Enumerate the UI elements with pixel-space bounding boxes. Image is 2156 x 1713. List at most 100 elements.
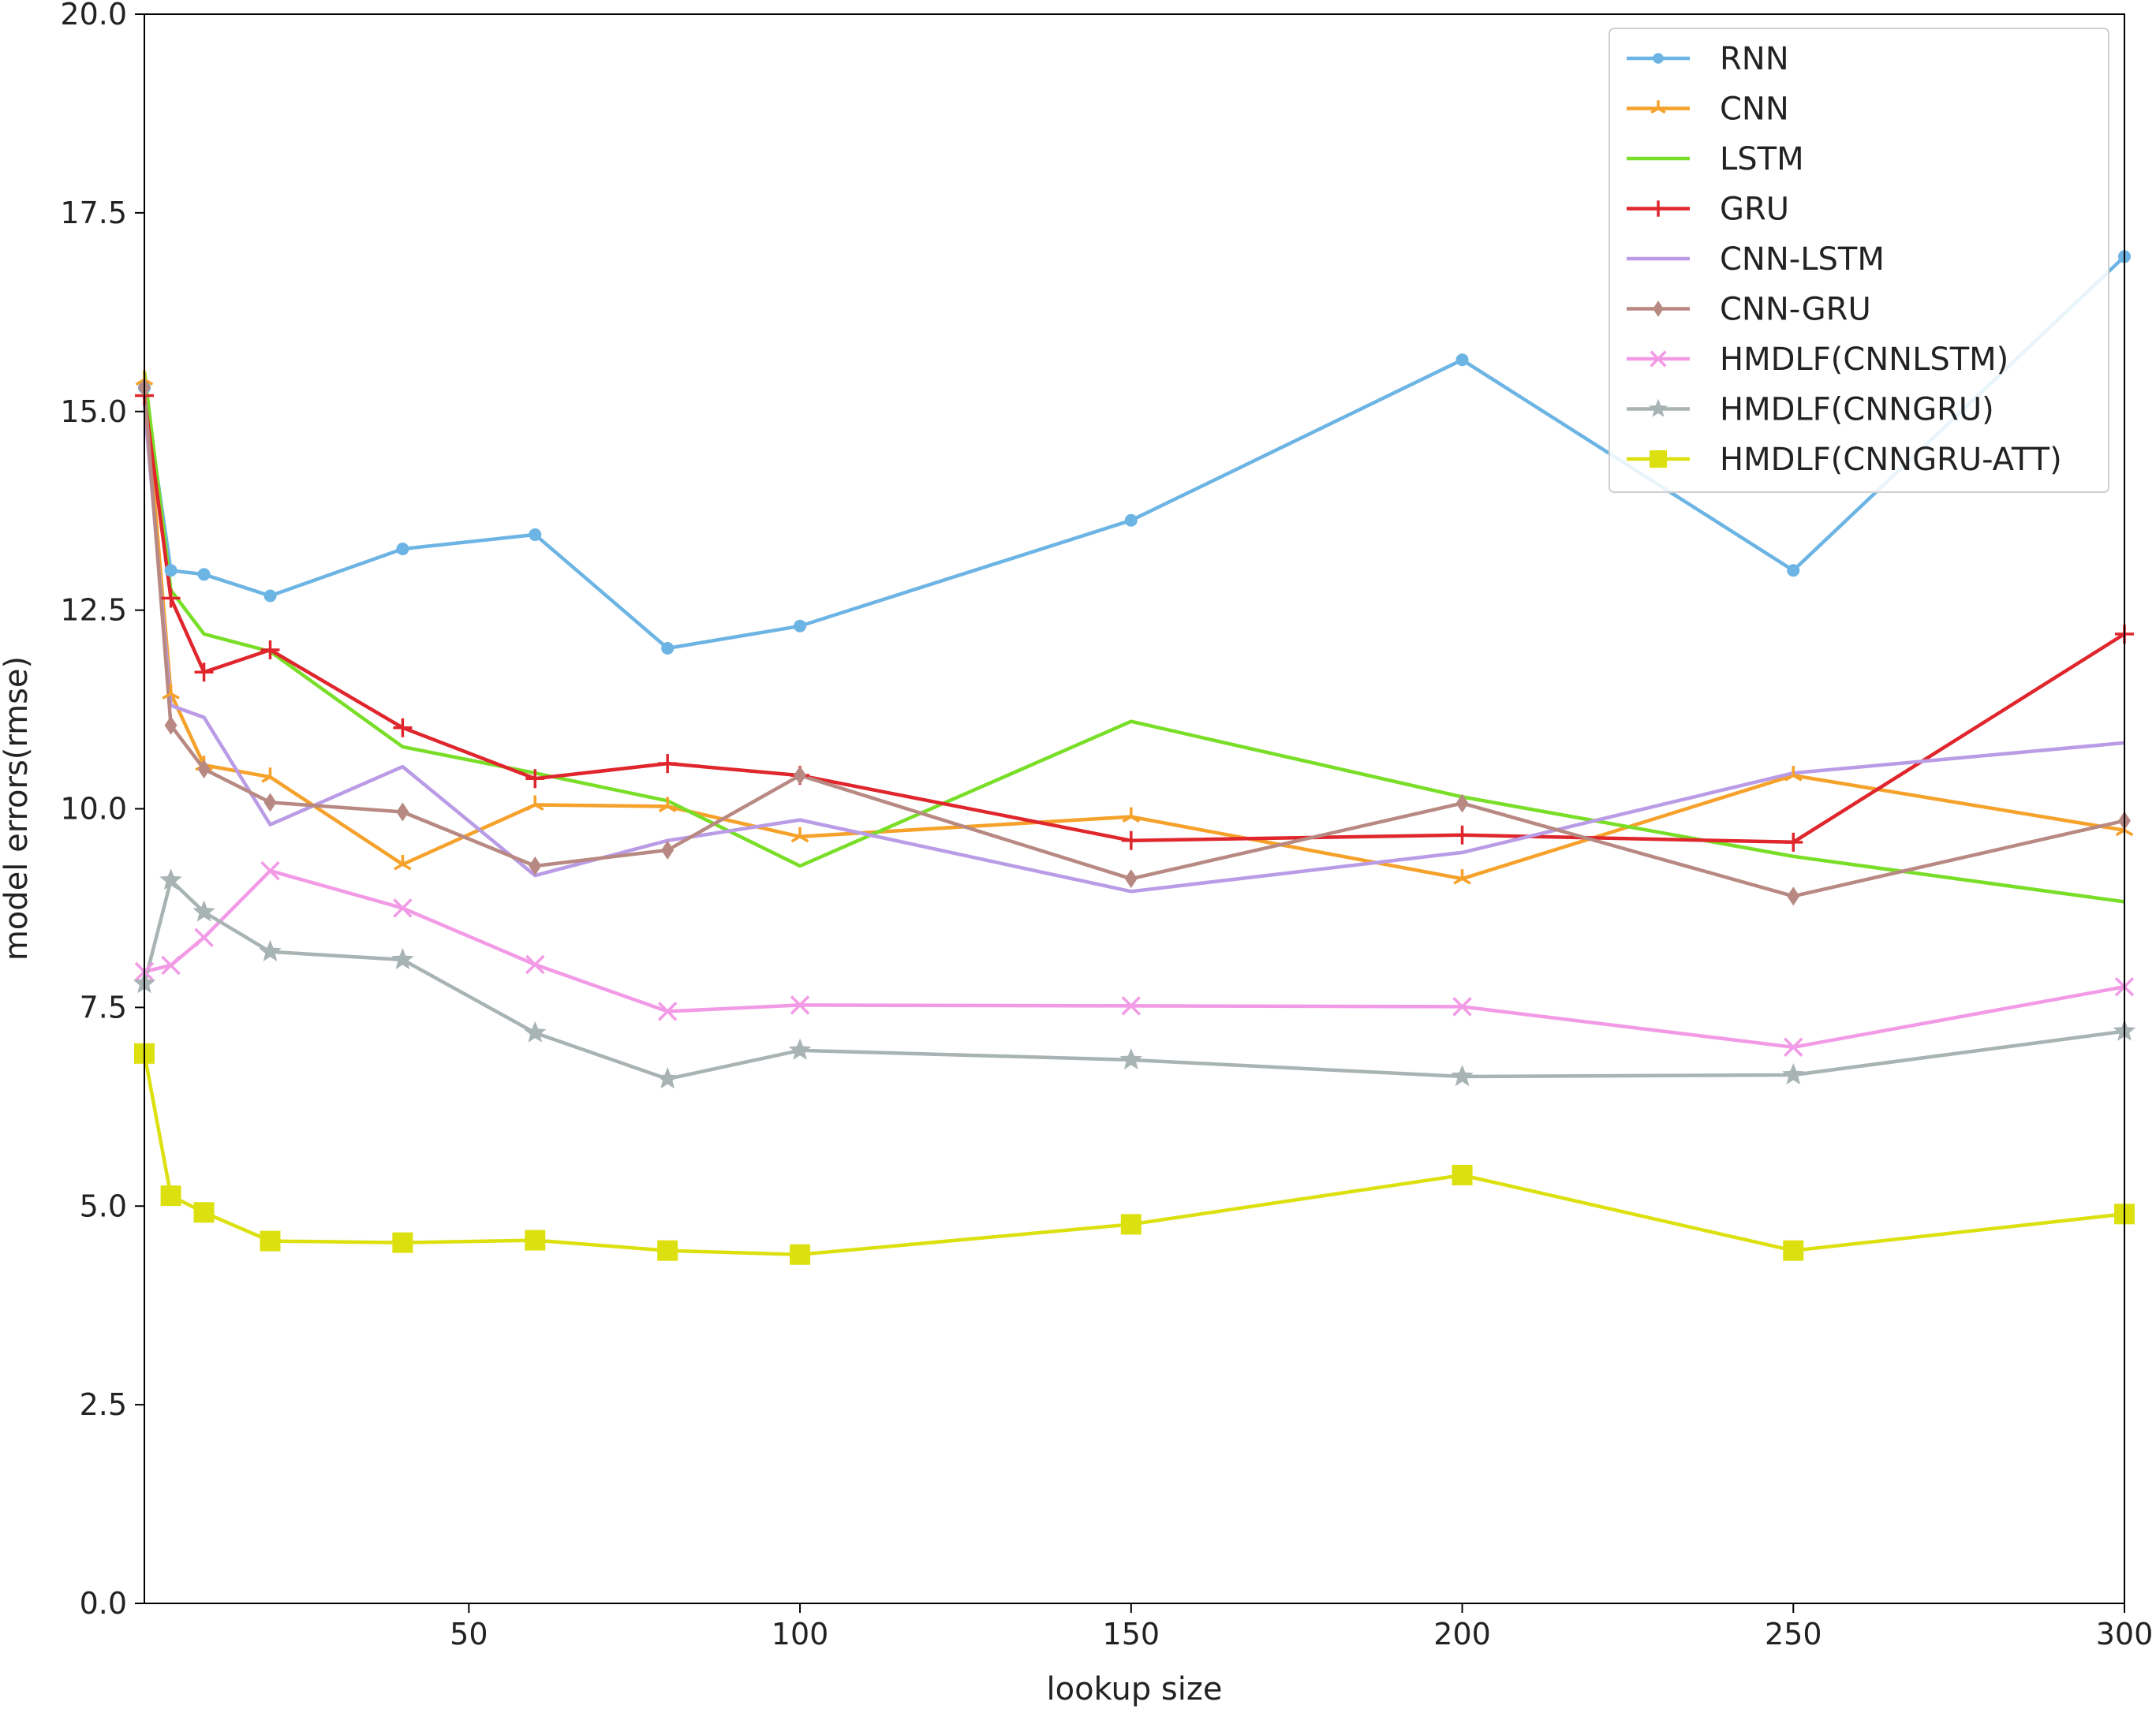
data-point-hmdlf-cnnlstm <box>194 927 214 947</box>
legend-marker-hmdlf-cnngru <box>1648 398 1668 417</box>
data-point-hmdlf-cnngru-att <box>160 1185 181 1207</box>
legend: RNN CNN LSTM GRU CNN-LSTM CNN-GRU HMDLF(CNNLST… <box>1609 28 2109 493</box>
legend-label-lstm: LSTM <box>1720 141 1804 177</box>
data-point-gru <box>658 754 678 774</box>
data-point-hmdlf-cnnlstm <box>657 1002 678 1021</box>
data-point-rnn <box>396 543 409 556</box>
data-point-cnn-gru <box>661 840 674 860</box>
data-point-hmdlf-cnnlstm <box>260 860 280 881</box>
series-line-hmdlf-cnnlstm <box>144 868 2125 1050</box>
x-tick-label: 100 <box>772 1617 829 1651</box>
data-point-cnn <box>790 827 809 843</box>
data-point-cnn-gru <box>1124 869 1138 889</box>
x-axis-label: lookup size <box>1046 1671 1222 1707</box>
data-point-hmdlf-cnngru <box>788 1038 812 1060</box>
data-point-hmdlf-cnngru <box>1451 1065 1474 1087</box>
data-point-cnn-gru <box>529 856 542 876</box>
data-point-hmdlf-cnngru-att <box>392 1232 413 1253</box>
data-point-rnn <box>794 619 807 633</box>
data-point-hmdlf-cnngru-att <box>1452 1164 1473 1185</box>
data-point-rnn <box>1124 513 1138 527</box>
data-point-hmdlf-cnngru <box>391 947 414 970</box>
data-point-cnn <box>526 795 544 811</box>
data-point-cnn <box>394 855 412 871</box>
legend-label-cnn: CNN <box>1720 91 1789 128</box>
data-point-hmdlf-cnngru-att <box>657 1240 678 1261</box>
data-point-cnn <box>1453 869 1471 885</box>
x-tick-label: 300 <box>2096 1617 2154 1651</box>
data-point-gru <box>260 640 280 659</box>
data-point-cnn-gru <box>197 759 211 779</box>
legend-marker-gru <box>1650 200 1667 217</box>
data-point-rnn <box>164 564 177 577</box>
series-line-cnn <box>142 379 2125 881</box>
data-point-hmdlf-cnngru <box>159 868 182 890</box>
legend-label-hmdlf-cnnlstm: HMDLF(CNNLSTM) <box>1720 341 2008 378</box>
data-point-hmdlf-cnngru <box>1119 1047 1143 1069</box>
data-point-rnn <box>197 568 211 581</box>
legend-label-rnn: RNN <box>1720 41 1789 77</box>
data-point-hmdlf-cnngru-att <box>1783 1240 1804 1261</box>
y-tick-label: 2.5 <box>80 1387 127 1422</box>
legend-label-hmdlf-cnngru: HMDLF(CNNGRU) <box>1720 392 1994 428</box>
data-point-hmdlf-cnnlstm <box>1121 996 1142 1016</box>
y-tick-label: 10.0 <box>60 792 127 827</box>
data-point-hmdlf-cnngru-att <box>1120 1214 1142 1235</box>
legend-marker-rnn <box>1653 53 1664 64</box>
y-axis-label: model errors(rmse) <box>0 656 35 961</box>
x-axis: 50 100 150 200 250 300 <box>450 1603 2153 1651</box>
data-point-hmdlf-cnnlstm <box>1452 997 1472 1017</box>
y-tick-label: 12.5 <box>60 593 127 628</box>
data-point-cnn <box>1784 766 1803 782</box>
data-point-gru <box>194 662 214 682</box>
data-point-gru <box>1784 832 1803 852</box>
data-point-hmdlf-cnnlstm <box>1784 1037 1803 1057</box>
data-point-cnn <box>658 797 677 812</box>
data-point-hmdlf-cnnlstm <box>525 954 545 975</box>
data-point-hmdlf-cnngru <box>1782 1063 1805 1085</box>
data-point-hmdlf-cnnlstm <box>790 995 810 1015</box>
series-line-gru <box>142 395 2126 845</box>
data-point-hmdlf-cnngru <box>656 1067 679 1089</box>
legend-marker-cnn-gru <box>1653 300 1664 317</box>
series-line-cnn-gru <box>142 387 2125 898</box>
data-point-gru <box>1121 830 1141 850</box>
data-point-hmdlf-cnngru-att <box>790 1244 811 1265</box>
series-line-lstm <box>142 371 2125 904</box>
data-point-gru <box>393 718 413 737</box>
data-point-cnn-gru <box>164 715 177 735</box>
legend-label-hmdlf-cnngru-att: HMDLF(CNNGRU-ATT) <box>1720 442 2062 478</box>
legend-marker-hmdlf-cnngru-att <box>1649 450 1668 468</box>
data-point-rnn <box>1787 564 1800 577</box>
data-point-gru <box>525 769 545 789</box>
x-tick-label: 50 <box>450 1617 488 1651</box>
data-point-gru <box>1452 825 1472 845</box>
data-point-hmdlf-cnngru-att <box>525 1230 546 1251</box>
data-point-cnn <box>162 684 180 700</box>
data-point-hmdlf-cnngru-att <box>193 1202 215 1223</box>
y-tick-label: 15.0 <box>60 394 127 429</box>
data-point-hmdlf-cnngru <box>524 1021 547 1043</box>
legend-label-cnn-lstm: CNN-LSTM <box>1720 241 1885 278</box>
data-point-rnn <box>1455 353 1469 367</box>
legend-label-cnn-gru: CNN-GRU <box>1720 292 1871 328</box>
y-tick-label: 20.0 <box>60 0 127 32</box>
data-point-rnn <box>529 528 542 541</box>
data-point-rnn <box>263 589 277 603</box>
legend-label-gru: GRU <box>1720 192 1789 228</box>
y-tick-label: 17.5 <box>60 196 127 230</box>
data-point-cnn <box>1122 807 1141 823</box>
y-axis: 0.0 2.5 5.0 7.5 10.0 12.5 15.0 17.5 20.0 <box>60 0 144 1621</box>
data-point-hmdlf-cnngru <box>259 939 282 961</box>
y-tick-label: 7.5 <box>80 990 127 1024</box>
data-point-hmdlf-cnnlstm <box>161 955 181 976</box>
data-point-gru <box>161 588 181 608</box>
data-point-cnn <box>261 767 279 783</box>
data-point-cnn-gru <box>794 766 807 786</box>
data-point-cnn-gru <box>1787 886 1800 906</box>
data-point-cnn-gru <box>396 802 409 822</box>
x-tick-label: 150 <box>1103 1617 1160 1651</box>
data-point-rnn <box>661 641 674 655</box>
